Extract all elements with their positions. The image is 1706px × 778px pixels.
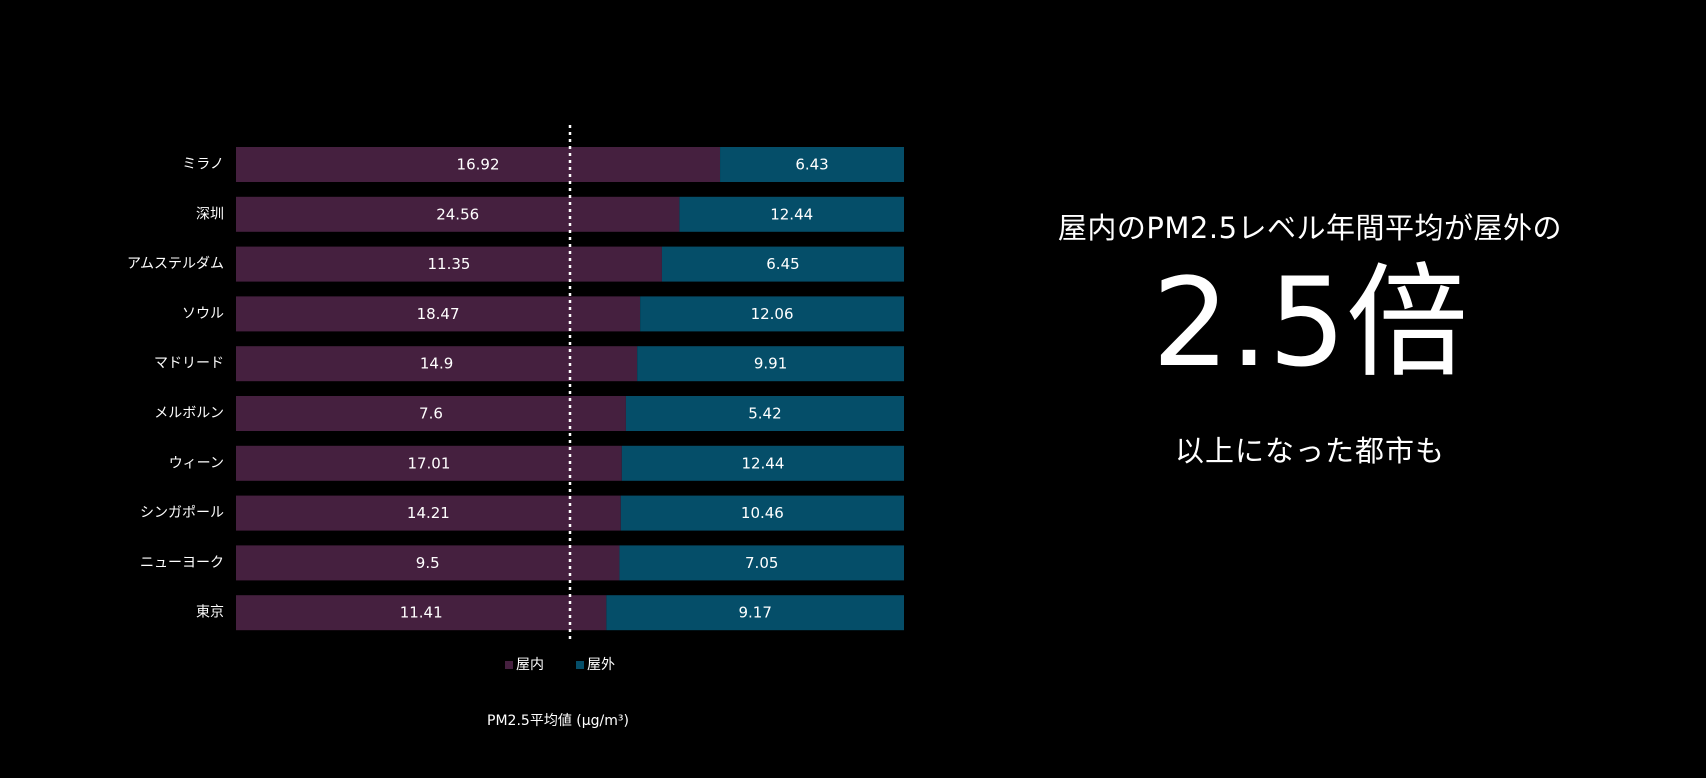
bar-indoor: [236, 246, 662, 282]
data-label-outdoor: 12.44: [741, 454, 784, 472]
data-label-indoor: 17.01: [407, 454, 450, 472]
legend-label-indoor: 屋内: [516, 657, 544, 673]
category-label: ウィーン: [169, 455, 224, 471]
category-label: 深圳: [196, 206, 224, 222]
bar-indoor: [236, 545, 620, 581]
data-label-indoor: 24.56: [436, 205, 479, 223]
headline-multiplier: 2.5倍: [1151, 252, 1469, 394]
bar-outdoor: [625, 396, 904, 431]
category-label: アムステルダム: [127, 256, 224, 272]
headline-text: 屋内のPM2.5レベル年間平均が屋外の: [1057, 211, 1563, 245]
headline-subtext: 以上になった都市も: [1174, 434, 1445, 468]
bar-indoor: [236, 296, 641, 332]
bar-outdoor: [640, 296, 904, 332]
bar-outdoor: [620, 495, 904, 531]
data-label-indoor: 7.6: [419, 405, 443, 423]
data-label-indoor: 18.47: [417, 305, 460, 323]
bar-indoor: [236, 396, 626, 431]
bar-outdoor: [661, 246, 904, 282]
bar-indoor: [236, 595, 607, 631]
data-label-indoor: 11.41: [400, 604, 443, 622]
bar-outdoor: [621, 445, 904, 481]
bar-outdoor: [679, 196, 904, 232]
bar-outdoor: [606, 595, 904, 631]
bar-indoor: [236, 445, 622, 481]
category-label: シンガポール: [140, 505, 224, 521]
bar-outdoor: [619, 545, 904, 581]
data-label-outdoor: 9.17: [738, 604, 771, 622]
data-label-outdoor: 10.46: [741, 504, 784, 522]
legend-swatch-outdoor: [576, 661, 584, 669]
data-label-indoor: 14.21: [407, 504, 450, 522]
bar-outdoor: [637, 346, 904, 382]
category-label: ミラノ: [182, 157, 224, 173]
data-label-outdoor: 5.42: [748, 405, 781, 423]
data-label-indoor: 9.5: [416, 554, 440, 572]
category-label: ニューヨーク: [140, 555, 224, 571]
bar-indoor: [236, 147, 721, 182]
category-label: 東京: [196, 605, 224, 621]
data-label-outdoor: 9.91: [754, 355, 787, 373]
data-label-indoor: 16.92: [457, 156, 500, 174]
x-axis-title: PM2.5平均値 (μg/m³): [487, 713, 629, 729]
legend-swatch-indoor: [505, 661, 513, 669]
data-label-indoor: 14.9: [420, 355, 453, 373]
data-label-outdoor: 12.44: [770, 205, 813, 223]
legend-label-outdoor: 屋外: [587, 657, 615, 673]
bar-outdoor: [720, 147, 904, 182]
bar-indoor: [236, 495, 621, 531]
data-label-outdoor: 12.06: [751, 305, 794, 323]
data-label-outdoor: 7.05: [745, 554, 778, 572]
data-label-outdoor: 6.45: [766, 255, 799, 273]
data-label-indoor: 11.35: [427, 255, 470, 273]
data-label-outdoor: 6.43: [795, 156, 828, 174]
category-label: メルボルン: [154, 406, 224, 422]
category-label: マドリード: [154, 356, 224, 372]
bar-indoor: [236, 196, 680, 232]
category-label: ソウル: [182, 306, 224, 322]
